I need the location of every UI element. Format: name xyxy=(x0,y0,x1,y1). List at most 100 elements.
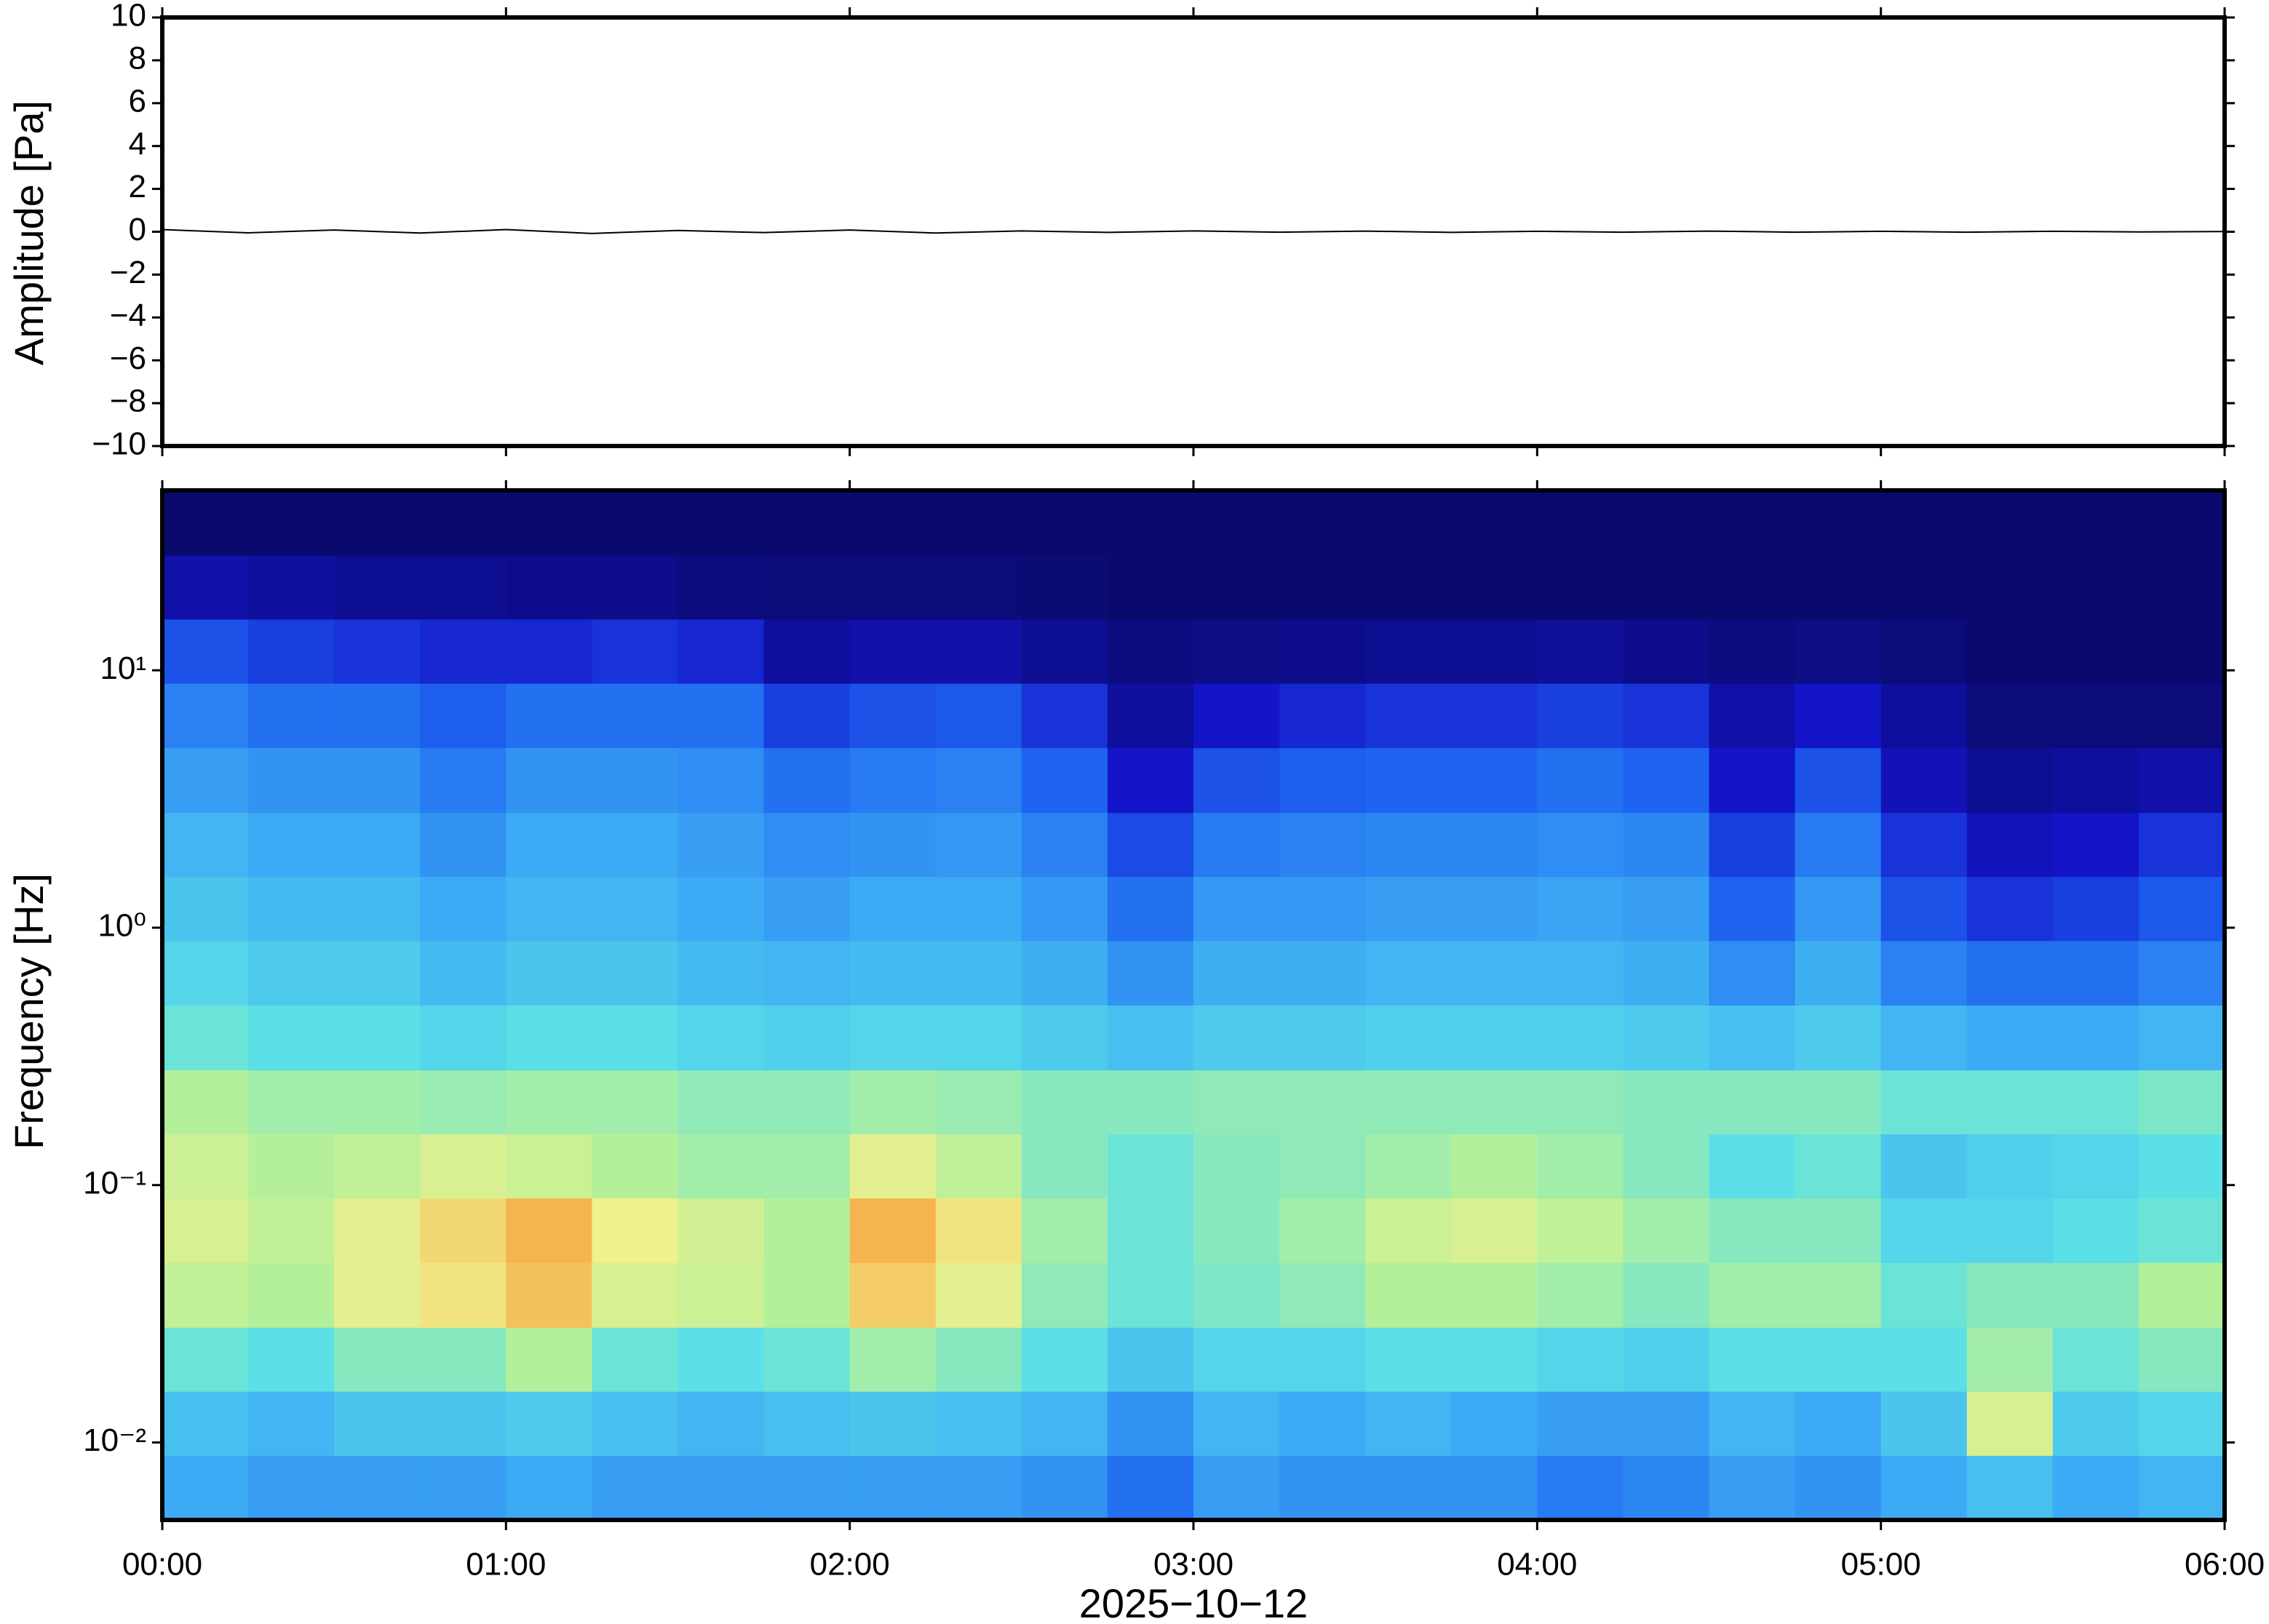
heatmap-cell xyxy=(1021,876,1108,942)
heatmap-cell xyxy=(592,1455,678,1521)
heatmap-cell xyxy=(1193,1455,1280,1521)
heatmap-cell xyxy=(1193,1391,1280,1456)
heatmap-cell xyxy=(1107,1198,1194,1263)
heatmap-cell xyxy=(1623,683,1709,749)
x-axis-label: 2025−10−12 xyxy=(1079,1580,1308,1624)
heatmap-cell xyxy=(420,683,506,749)
heatmap-cell xyxy=(849,1262,937,1328)
heatmap-cell xyxy=(1880,1070,1968,1134)
heatmap-cell xyxy=(1279,490,1366,556)
heatmap-cell xyxy=(1365,940,1452,1006)
heatmap-cell xyxy=(1709,1262,1796,1328)
heatmap-cell xyxy=(420,1327,506,1392)
heatmap-cell xyxy=(2138,1070,2225,1134)
heatmap-cell xyxy=(1880,1134,1968,1199)
heatmap-cell xyxy=(1021,940,1108,1006)
x-tick-label: 06:00 xyxy=(2185,1547,2265,1583)
heatmap-cell xyxy=(763,1005,851,1071)
heatmap-cell xyxy=(1966,618,2054,684)
heatmap-cell xyxy=(935,618,1022,684)
heatmap-cell xyxy=(763,1327,851,1392)
heatmap-cell xyxy=(248,1134,335,1199)
heatmap-cell xyxy=(1365,1198,1452,1263)
heatmap-cell xyxy=(248,618,335,684)
heatmap-cell xyxy=(162,1198,249,1263)
heatmap-cell xyxy=(2052,555,2139,620)
heatmap-cell xyxy=(2052,812,2139,877)
heatmap-cell xyxy=(849,1198,937,1263)
y-tick-label: −8 xyxy=(110,383,146,419)
heatmap-cell xyxy=(420,812,506,877)
heatmap-cell xyxy=(849,940,937,1006)
heatmap-cell xyxy=(1279,1198,1366,1263)
y-tick-label: 8 xyxy=(129,41,146,76)
heatmap-cell xyxy=(849,1005,937,1071)
heatmap-cell xyxy=(162,812,249,877)
heatmap-cell xyxy=(420,618,506,684)
heatmap-cell xyxy=(162,1134,249,1199)
heatmap-cell xyxy=(248,1391,335,1456)
heatmap-cell xyxy=(1193,812,1280,877)
heatmap-cell xyxy=(248,1262,335,1328)
heatmap-cell xyxy=(1107,618,1194,684)
heatmap-cell xyxy=(1537,1327,1624,1392)
heatmap-cell xyxy=(1193,1005,1280,1071)
heatmap-cell xyxy=(1365,1070,1452,1134)
heatmap-cell xyxy=(1193,747,1280,813)
heatmap-cell xyxy=(334,683,421,749)
y-tick-label: 10⁰ xyxy=(98,908,146,944)
heatmap-cell xyxy=(1795,1005,1882,1071)
heatmap-cell xyxy=(334,1070,421,1134)
heatmap-cell xyxy=(2052,1455,2139,1521)
heatmap-cell xyxy=(1021,1391,1108,1456)
heatmap-cell xyxy=(162,940,249,1006)
heatmap-cell xyxy=(935,1262,1022,1328)
heatmap-cell xyxy=(1021,1455,1108,1521)
heatmap-cell xyxy=(248,747,335,813)
heatmap-cell xyxy=(1795,1391,1882,1456)
heatmap-cell xyxy=(506,490,592,556)
heatmap-cell xyxy=(677,1455,765,1521)
heatmap-cell xyxy=(420,490,506,556)
heatmap-cell xyxy=(677,940,765,1006)
heatmap-cell xyxy=(1021,1134,1108,1199)
heatmap-cell xyxy=(420,555,506,620)
heatmap-cell xyxy=(1880,747,1968,813)
heatmap-cell xyxy=(1537,1262,1624,1328)
heatmap-cell xyxy=(1279,1327,1366,1392)
heatmap-cell xyxy=(1107,1070,1194,1134)
y-tick-label: 2 xyxy=(129,169,146,204)
heatmap-cell xyxy=(2138,812,2225,877)
heatmap-cell xyxy=(1966,940,2054,1006)
heatmap-cell xyxy=(2052,876,2139,942)
heatmap-cell xyxy=(1107,812,1194,877)
heatmap-cell xyxy=(1623,1134,1709,1199)
heatmap-cell xyxy=(1451,1005,1538,1071)
heatmap-cell xyxy=(849,555,937,620)
heatmap-cell xyxy=(2052,940,2139,1006)
heatmap-cell xyxy=(1193,1070,1280,1134)
heatmap-cell xyxy=(677,1262,765,1328)
heatmap-cell xyxy=(1193,940,1280,1006)
heatmap-cell xyxy=(1709,490,1796,556)
heatmap-cell xyxy=(1365,618,1452,684)
heatmap-cell xyxy=(592,940,678,1006)
y-tick-label: 10⁻¹ xyxy=(83,1165,146,1201)
heatmap-cell xyxy=(506,812,592,877)
heatmap-cell xyxy=(248,876,335,942)
heatmap-cell xyxy=(1021,618,1108,684)
heatmap-cell xyxy=(506,1327,592,1392)
heatmap-cell xyxy=(1966,747,2054,813)
heatmap-cell xyxy=(1107,1262,1194,1328)
y-tick-label: −6 xyxy=(110,341,146,376)
heatmap-cell xyxy=(506,747,592,813)
heatmap-cell xyxy=(248,1198,335,1263)
heatmap-cell xyxy=(1451,876,1538,942)
heatmap-cell xyxy=(935,1134,1022,1199)
heatmap-cell xyxy=(1451,490,1538,556)
heatmap-cell xyxy=(2052,1391,2139,1456)
y-tick-label: 4 xyxy=(129,126,146,162)
heatmap-cell xyxy=(420,747,506,813)
heatmap-cell xyxy=(2138,490,2225,556)
heatmap-cell xyxy=(162,1391,249,1456)
